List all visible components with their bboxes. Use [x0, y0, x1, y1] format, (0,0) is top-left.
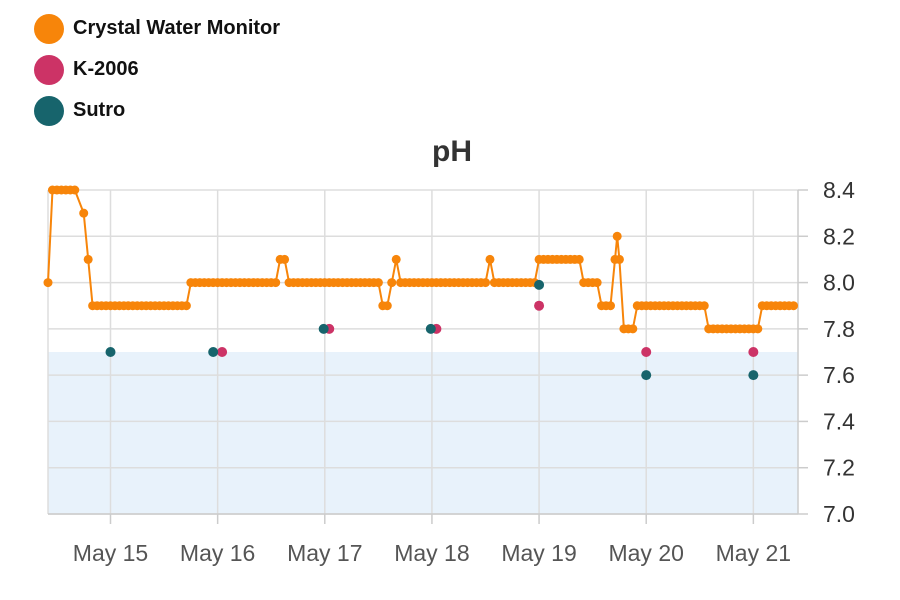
legend-swatch-crystal-water-monitor	[34, 13, 64, 44]
target-range-band	[48, 352, 798, 514]
y-tick-label: 7.4	[823, 408, 855, 434]
data-point-crystal-water-monitor	[280, 254, 290, 264]
data-point-crystal-water-monitor	[387, 278, 397, 288]
data-point-crystal-water-monitor	[43, 278, 53, 288]
data-point-sutro	[534, 279, 545, 290]
legend-swatch-k-2006	[34, 54, 64, 85]
legend-item-sutro[interactable]: Sutro	[34, 90, 280, 131]
data-point-crystal-water-monitor	[373, 278, 383, 288]
data-point-crystal-water-monitor	[382, 301, 392, 311]
data-point-crystal-water-monitor	[485, 254, 495, 264]
legend-swatch-sutro	[34, 95, 64, 126]
data-point-crystal-water-monitor	[753, 324, 763, 334]
data-point-sutro	[748, 370, 759, 381]
data-point-crystal-water-monitor	[612, 231, 622, 241]
y-tick-label: 7.8	[823, 316, 855, 342]
x-axis: May 15 May 16 May 17 May 18 May 19 May 20 May …	[48, 513, 798, 566]
data-point-k-2006	[217, 347, 228, 357]
x-tick-label: May 21	[716, 540, 791, 566]
data-point-crystal-water-monitor	[592, 278, 602, 288]
y-tick-label: 7.2	[823, 455, 855, 481]
data-point-crystal-water-monitor	[79, 208, 89, 218]
data-point-crystal-water-monitor	[70, 185, 80, 195]
data-point-crystal-water-monitor	[574, 254, 584, 264]
data-point-crystal-water-monitor	[699, 301, 709, 311]
x-tick-label: May 17	[287, 540, 362, 566]
x-tick-label: May 19	[501, 540, 576, 566]
data-point-crystal-water-monitor	[83, 254, 93, 264]
chart-title: pH	[432, 135, 472, 168]
x-tick-label: May 15	[73, 540, 148, 566]
y-axis: 7.0 7.2 7.4 7.6 7.8 8.0 8.2 8.4	[798, 177, 855, 527]
data-point-crystal-water-monitor	[628, 324, 638, 334]
legend-label: Crystal Water Monitor	[73, 17, 281, 39]
data-point-crystal-water-monitor	[481, 278, 490, 288]
x-tick-label: May 18	[394, 540, 469, 566]
data-point-crystal-water-monitor	[614, 254, 624, 264]
legend: Crystal Water Monitor K-2006 Sutro	[34, 8, 280, 131]
data-point-k-2006	[748, 347, 759, 357]
plot-series	[43, 185, 799, 381]
y-tick-label: 8.4	[823, 177, 855, 203]
data-point-crystal-water-monitor	[606, 301, 615, 311]
legend-label: Sutro	[73, 99, 126, 121]
data-point-crystal-water-monitor	[271, 278, 281, 288]
data-point-sutro	[425, 323, 436, 334]
y-tick-label: 8.2	[823, 223, 855, 249]
data-point-sutro	[318, 323, 329, 334]
data-point-crystal-water-monitor	[789, 301, 799, 311]
data-point-crystal-water-monitor	[181, 301, 191, 311]
data-point-sutro	[641, 370, 652, 381]
legend-label: K-2006	[73, 58, 139, 80]
y-tick-label: 8.0	[823, 270, 855, 296]
y-tick-label: 7.6	[823, 362, 855, 388]
legend-item-k-2006[interactable]: K-2006	[34, 49, 280, 90]
data-point-sutro	[105, 347, 116, 357]
data-point-k-2006	[641, 347, 652, 357]
data-point-k-2006	[534, 300, 545, 311]
data-point-crystal-water-monitor	[391, 254, 401, 264]
x-tick-label: May 16	[180, 540, 255, 566]
y-tick-label: 7.0	[823, 501, 855, 527]
legend-item-crystal-water-monitor[interactable]: Crystal Water Monitor	[34, 8, 280, 49]
x-tick-label: May 20	[608, 540, 683, 566]
data-point-sutro	[208, 347, 219, 357]
